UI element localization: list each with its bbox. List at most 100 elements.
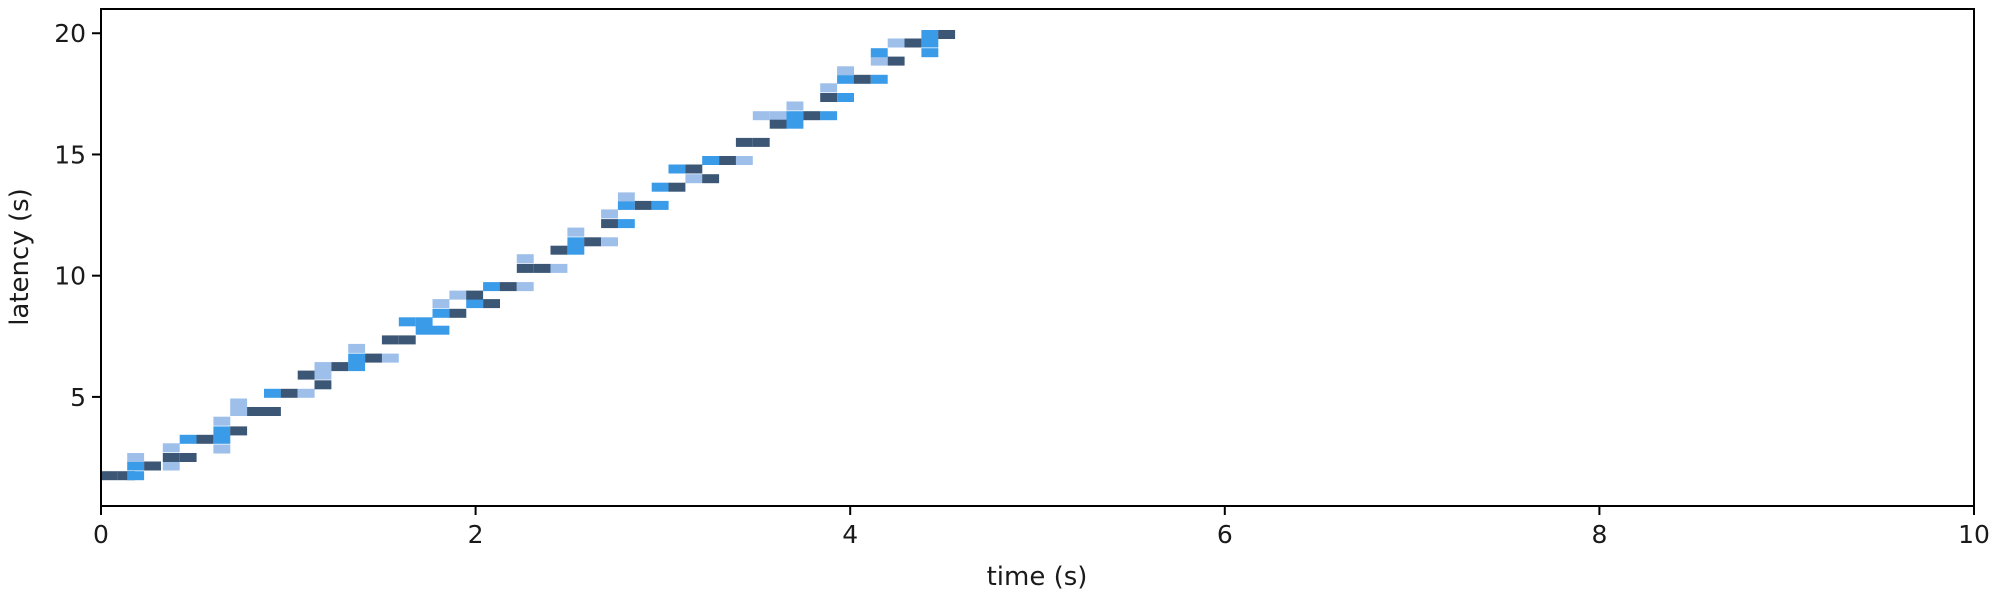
x-tick-label: 2: [468, 520, 484, 549]
y-axis: 5 10 15 20: [54, 19, 101, 412]
heatmap-cell: [127, 453, 145, 462]
heatmap-cell: [685, 174, 703, 184]
heatmap-cell: [348, 362, 366, 372]
heatmap-cell: [314, 370, 332, 380]
heatmap-cell: [348, 353, 366, 363]
heatmap-cell: [820, 83, 838, 93]
heatmap-cell: [870, 74, 888, 84]
heatmap-cell: [921, 48, 939, 58]
y-tick-label: 15: [54, 140, 86, 169]
heatmap-cell: [601, 209, 618, 219]
heatmap-cell: [483, 282, 500, 292]
heatmap-cell: [432, 308, 450, 318]
y-axis-label: latency (s): [5, 188, 35, 326]
heatmap-cell: [162, 443, 180, 453]
heatmap-cells: [101, 30, 956, 481]
heatmap-cell: [668, 164, 686, 174]
heatmap-cell: [247, 407, 264, 416]
heatmap-cell: [230, 407, 248, 416]
heatmap-cell: [179, 434, 197, 444]
heatmap-cell: [213, 434, 231, 444]
heatmap-cell: [634, 200, 652, 210]
y-tick-label: 5: [70, 383, 86, 412]
y-tick-label: 20: [54, 19, 86, 48]
heatmap-cell: [887, 38, 905, 48]
heatmap-cell: [314, 380, 332, 390]
heatmap-cell: [651, 182, 669, 192]
heatmap-cell: [432, 325, 450, 335]
heatmap-cell: [904, 38, 922, 48]
heatmap-cell: [584, 237, 602, 247]
heatmap-cell: [837, 66, 854, 76]
plot-frame: [100, 8, 1975, 507]
heatmap-cell: [769, 111, 787, 121]
heatmap-cell: [466, 290, 484, 300]
heatmap-cell: [144, 461, 161, 471]
heatmap-cell: [820, 111, 838, 121]
heatmap-cell: [365, 353, 382, 363]
heatmap-cell: [870, 48, 888, 58]
heatmap-cell: [297, 370, 315, 380]
heatmap-cell: [550, 263, 568, 273]
heatmap-cell: [449, 308, 467, 318]
heatmap-cell: [735, 156, 753, 165]
heatmap-cell: [230, 426, 248, 436]
heatmap-cell: [567, 227, 585, 237]
x-axis-label: time (s): [987, 562, 1088, 592]
heatmap-cell: [127, 471, 145, 481]
heatmap-cell: [803, 111, 821, 121]
heatmap-cell: [449, 290, 467, 300]
heatmap-cell: [213, 426, 231, 436]
heatmap-cell: [162, 461, 180, 471]
heatmap-cell: [196, 434, 214, 444]
heatmap-cell: [348, 343, 366, 353]
heatmap-cell: [516, 263, 534, 273]
heatmap-cell: [550, 245, 568, 255]
heatmap-cell: [786, 111, 804, 121]
heatmap-cell: [853, 74, 871, 84]
heatmap-cell: [533, 263, 551, 273]
heatmap-cell: [117, 471, 135, 481]
heatmap-cell: [398, 335, 416, 345]
heatmap-cell: [381, 353, 399, 363]
heatmap-cell: [162, 453, 180, 462]
x-tick-label: 8: [1591, 520, 1607, 549]
heatmap-cell: [685, 164, 703, 174]
heatmap-cell: [651, 200, 669, 210]
heatmap-cell: [280, 388, 298, 398]
heatmap-cell: [331, 362, 349, 372]
heatmap-cell: [101, 471, 118, 481]
heatmap-cell: [398, 317, 416, 327]
x-axis: 0 2 4 6 8 10: [93, 506, 1990, 549]
x-tick-label: 0: [93, 520, 109, 549]
heatmap-cell: [786, 119, 804, 129]
heatmap-cell: [938, 30, 956, 39]
heatmap-cell: [870, 56, 888, 66]
heatmap-cell: [483, 299, 500, 309]
heatmap-cell: [752, 137, 770, 147]
heatmap-cell: [516, 282, 534, 292]
heatmap-cell: [820, 93, 838, 102]
heatmap-cell: [230, 398, 248, 408]
heatmap-cell: [887, 56, 905, 66]
x-tick-label: 10: [1958, 520, 1990, 549]
heatmap-cell: [381, 335, 399, 345]
heatmap-cell: [837, 74, 854, 84]
heatmap-cell: [179, 453, 197, 462]
heatmap-cell: [297, 388, 315, 398]
heatmap-cell: [516, 254, 534, 264]
heatmap-cell: [264, 388, 281, 398]
heatmap-cell: [702, 156, 720, 165]
heatmap-cell: [127, 461, 145, 471]
heatmap-cell: [921, 38, 939, 48]
heatmap-cell: [567, 237, 585, 247]
y-tick-label: 10: [54, 262, 86, 291]
heatmap-cell: [617, 192, 635, 202]
heatmap-cell: [719, 156, 736, 165]
x-tick-label: 4: [842, 520, 858, 549]
heatmap-cell: [264, 407, 281, 416]
x-tick-label: 6: [1217, 520, 1233, 549]
heatmap-cell: [314, 362, 332, 372]
heatmap-cell: [415, 317, 433, 327]
